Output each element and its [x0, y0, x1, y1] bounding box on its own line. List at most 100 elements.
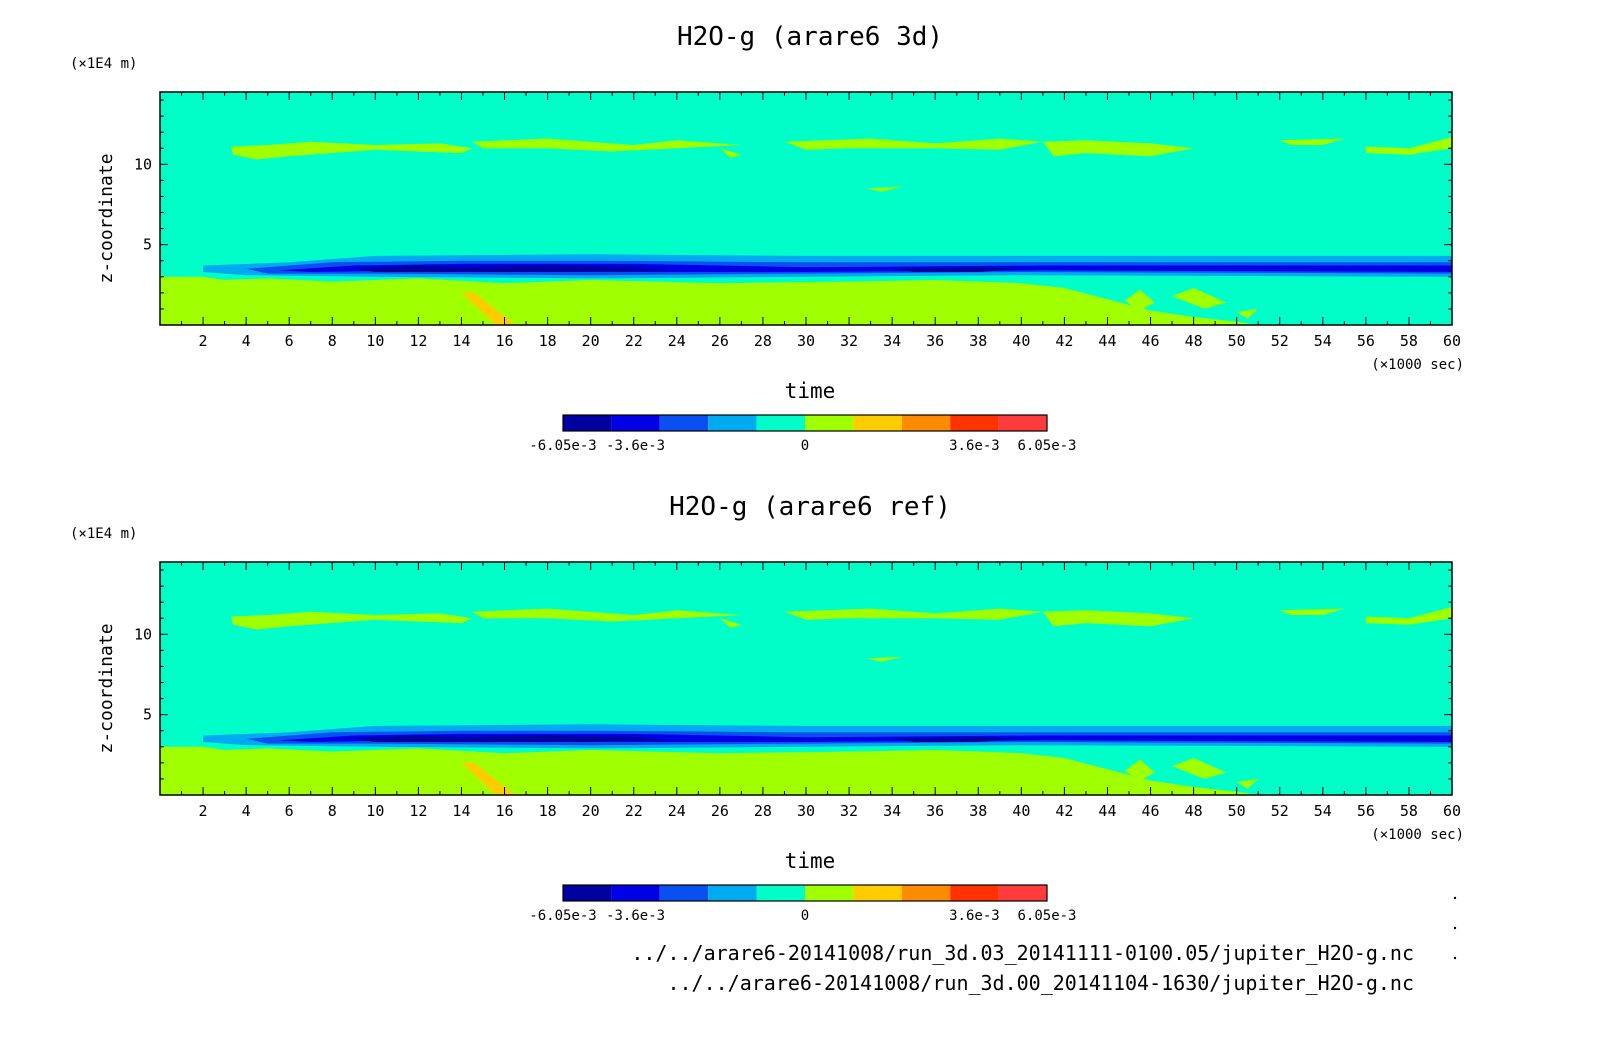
colorbar-label: -6.05e-3 [529, 908, 596, 924]
colorbar-label: 6.05e-3 [1017, 908, 1076, 924]
x-tick-label: 36 [926, 802, 944, 820]
colorbar-swatch [563, 415, 612, 431]
upper-patch [719, 618, 742, 628]
x-tick-label: 52 [1271, 802, 1289, 820]
blue-band-core [353, 265, 677, 272]
colorbar-label: 0 [801, 438, 809, 454]
colorbar-swatch [998, 885, 1047, 901]
colorbar-swatch [708, 885, 757, 901]
chart-panel-2: 2 4 6 8 10 12 14 16 18 20 22 24 26 28 30 32 34 36 38 40 42 44… [70, 492, 1464, 924]
x-tick-label: 10 [366, 332, 384, 350]
upper-patch [231, 611, 473, 630]
x-tick-label: 26 [711, 802, 729, 820]
patch [1124, 289, 1155, 311]
upper-patch [1365, 137, 1452, 155]
colorbar-swatch [805, 415, 854, 431]
patch [1236, 778, 1259, 789]
upper-patch [472, 608, 742, 622]
x-tick-label: 60 [1443, 802, 1461, 820]
x-tick-label: 22 [625, 332, 643, 350]
x-tick-label: 30 [797, 332, 815, 350]
x-tick-label: 30 [797, 802, 815, 820]
patch [1124, 759, 1155, 781]
colorbar-swatch [901, 885, 951, 901]
x-tick-label: 52 [1271, 332, 1289, 350]
x-tick-label: 38 [969, 332, 987, 350]
x-tick-label: 46 [1142, 802, 1160, 820]
colorbar-label: -3.6e-3 [606, 908, 665, 924]
x-tick-label: 34 [883, 332, 901, 350]
colorbar-label: 3.6e-3 [949, 438, 1000, 454]
colorbar: -6.05e-3 -3.6e-3 0 3.6e-3 6.05e-3 [529, 884, 1077, 924]
y-axis-label: z-coordinate [96, 153, 117, 283]
x-tick-label: 28 [754, 332, 772, 350]
x-tick-label: 56 [1357, 802, 1375, 820]
blue-band-core [892, 737, 1022, 742]
x-tick-label: 8 [328, 802, 337, 820]
x-tick-label: 56 [1357, 332, 1375, 350]
colorbar-swatch [950, 415, 999, 431]
colorbar-swatch [853, 885, 902, 901]
colorbar-frame [562, 884, 1048, 902]
x-tick-label: 20 [582, 332, 600, 350]
x-tick-label: 32 [840, 332, 858, 350]
x-tick-label: 54 [1314, 332, 1332, 350]
contour-field [160, 562, 1452, 795]
y-unit-label: (×1E4 m) [70, 56, 137, 72]
marker-dot [1453, 896, 1457, 900]
contour-field [160, 92, 1452, 325]
x-tick-label: 50 [1228, 802, 1246, 820]
upper-patch [784, 138, 1043, 150]
file-path-1: ../../arare6-20141008/run_3d.03_20141111… [631, 941, 1414, 965]
x-tick-label: 16 [496, 332, 514, 350]
y-axis-label: z-coordinate [96, 623, 117, 753]
colorbar-frame [562, 414, 1048, 432]
x-tick-label: 18 [539, 802, 557, 820]
x-tick-label: 12 [409, 332, 427, 350]
x-tick-label: 14 [452, 802, 470, 820]
x-axis-label: time [785, 379, 836, 403]
x-tick-label: 46 [1142, 332, 1160, 350]
x-tick-label: 26 [711, 332, 729, 350]
x-tick-label: 4 [242, 802, 251, 820]
colorbar-swatch [853, 415, 902, 431]
upper-patch [472, 138, 742, 152]
y-tick-label: 10 [134, 155, 152, 173]
x-tick-label: 28 [754, 802, 772, 820]
y-unit-label: (×1E4 m) [70, 526, 137, 542]
colorbar-swatch [805, 885, 854, 901]
x-tick-label: 34 [883, 802, 901, 820]
upper-patch [231, 141, 473, 160]
upper-patch [719, 148, 742, 158]
colorbar-swatch [998, 415, 1047, 431]
colorbar-swatch [563, 885, 612, 901]
x-tick-label: 12 [409, 802, 427, 820]
upper-patch [866, 186, 903, 192]
x-tick-label: 6 [285, 802, 294, 820]
x-tick-label: 24 [668, 802, 686, 820]
colorbar-swatch [708, 415, 757, 431]
upper-patch [1042, 610, 1194, 627]
x-tick-label: 16 [496, 802, 514, 820]
colorbar-label: -3.6e-3 [606, 438, 665, 454]
chart-title: H2O-g (arare6 ref) [669, 492, 951, 522]
patch [1172, 288, 1226, 309]
x-tick-label: 20 [582, 802, 600, 820]
x-tick-label: 58 [1400, 802, 1418, 820]
upper-patch [1042, 140, 1194, 157]
colorbar-label: 3.6e-3 [949, 908, 1000, 924]
x-tick-label: 24 [668, 332, 686, 350]
chart-title: H2O-g (arare6 3d) [677, 22, 943, 52]
colorbar-swatch [901, 415, 951, 431]
x-tick-label: 38 [969, 802, 987, 820]
upper-patch [784, 608, 1043, 620]
upper-patch [1279, 138, 1345, 145]
x-tick-label: 14 [452, 332, 470, 350]
chart-panel-1: 2 4 6 8 10 12 14 16 18 20 22 24 26 28 30 32 34 36 38 40 42 44… [70, 22, 1464, 454]
colorbar-swatch [756, 885, 805, 901]
x-tick-label: 36 [926, 332, 944, 350]
surface-band [160, 746, 1259, 795]
colorbar-swatch [659, 415, 709, 431]
streak [461, 292, 516, 325]
